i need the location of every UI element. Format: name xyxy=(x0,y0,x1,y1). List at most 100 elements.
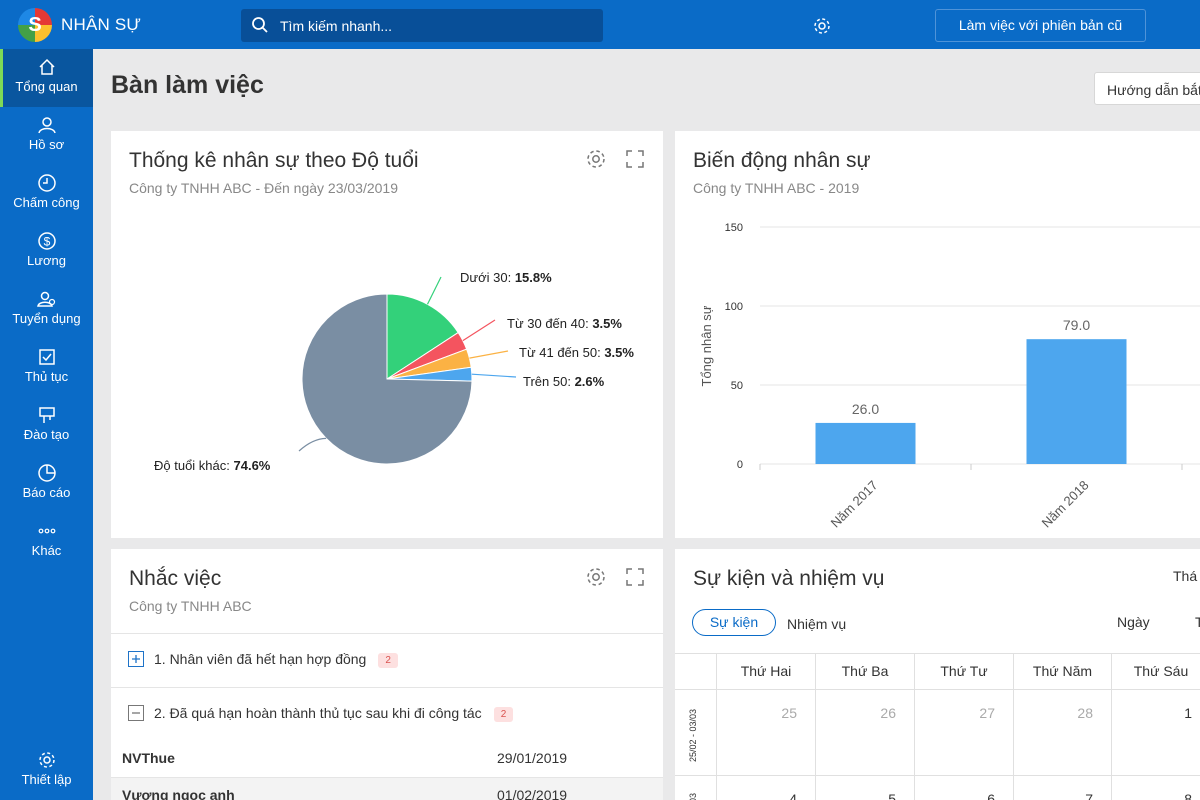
pie-slice xyxy=(386,293,459,380)
pie-label-30-40: Từ 30 đến 40: 3.5% xyxy=(507,316,622,331)
sidebar-item-label: Báo cáo xyxy=(22,485,71,500)
weekday-header: Thứ Tư xyxy=(914,653,1013,689)
grid-line xyxy=(815,689,816,800)
card-title: Sự kiện và nhiệm vụ xyxy=(693,567,885,590)
age-pie-chart xyxy=(298,276,517,465)
row-date: 01/02/2019 xyxy=(497,787,568,800)
sidebar-item-label: Lương xyxy=(27,253,66,268)
card-subtitle: Công ty TNHH ABC - Đến ngày 23/03/2019 xyxy=(129,180,399,196)
reminder-group-2[interactable]: 2. Đã quá hạn hoàn thành thủ tục sau khi… xyxy=(111,687,663,741)
gear-icon[interactable] xyxy=(812,16,832,36)
events-card: Sự kiện và nhiệm vụ Thá Sự kiện Nhiệm vụ… xyxy=(675,549,1200,800)
home-icon xyxy=(38,58,55,75)
calendar-day[interactable]: 8 xyxy=(1184,791,1192,800)
count-badge: 2 xyxy=(378,652,398,668)
sidebar-item-label: Chấm công xyxy=(13,195,80,210)
calendar-day[interactable]: 5 xyxy=(888,791,896,800)
user-icon xyxy=(37,117,56,134)
weekday-header: Thứ Hai xyxy=(716,653,815,689)
sidebar-item-profile[interactable]: Hồ sơ xyxy=(0,107,93,165)
gear-icon[interactable] xyxy=(585,566,607,588)
table-row[interactable]: NVThue 29/01/2019 xyxy=(111,741,663,777)
tab-tasks[interactable]: Nhiệm vụ xyxy=(787,616,847,632)
divider xyxy=(675,653,1200,654)
pie-leader-line xyxy=(426,276,442,305)
sidebar-item-label: Thủ tục xyxy=(24,369,69,384)
sidebar-item-timekeeping[interactable]: Chấm công xyxy=(0,165,93,223)
staff-bar-chart: 0 50 100 150 Tổng nhân sự 26.0 Năm 2017 79.0 Năm… xyxy=(699,222,1200,531)
card-subtitle: Công ty TNHH ABC - 2019 xyxy=(693,180,860,196)
sidebar-item-label: Tổng quan xyxy=(15,79,78,94)
x-tick-label: Năm 2017 xyxy=(828,478,881,531)
calendar-day[interactable]: 28 xyxy=(1077,705,1093,721)
expand-icon[interactable] xyxy=(128,651,144,667)
tab-events[interactable]: Sự kiện xyxy=(692,609,776,636)
calendar-day[interactable]: 1 xyxy=(1184,705,1192,721)
quick-search[interactable]: Tìm kiếm nhanh... xyxy=(241,9,830,42)
week-view-button[interactable]: T xyxy=(1195,614,1200,630)
sidebar-item-label: Đào tạo xyxy=(23,427,70,442)
sidebar-item-recruitment[interactable]: Tuyển dụng xyxy=(0,281,93,339)
training-icon xyxy=(38,407,55,423)
app-logo[interactable] xyxy=(18,8,52,42)
sidebar-item-overview[interactable]: Tổng quan xyxy=(0,49,93,107)
staff-movement-card: Biến động nhân sự Công ty TNHH ABC - 201… xyxy=(675,131,1200,538)
pie-leader-line xyxy=(469,350,509,359)
weekday-header: Thứ Sáu xyxy=(1111,653,1200,689)
calendar-day[interactable]: 25 xyxy=(781,705,797,721)
weekday-header: Thứ Ba xyxy=(815,653,914,689)
reminder-group-label: 1. Nhân viên đã hết hạn hợp đồng 2 xyxy=(154,651,398,668)
grid-line xyxy=(1111,689,1112,800)
pie-leader-line xyxy=(298,437,327,452)
clock-icon xyxy=(37,174,56,192)
pie-chart-icon xyxy=(37,464,56,482)
y-tick-label: 150 xyxy=(725,222,743,234)
grid-line xyxy=(716,689,717,800)
gear-icon[interactable] xyxy=(585,148,607,170)
page-title: Bàn làm việc xyxy=(111,71,264,99)
sidebar-item-salary[interactable]: $ Lương xyxy=(0,223,93,281)
sidebar-item-procedures[interactable]: Thủ tục xyxy=(0,339,93,397)
search-input[interactable]: Tìm kiếm nhanh... xyxy=(280,18,393,34)
sidebar-item-settings[interactable]: Thiết lập xyxy=(0,742,93,800)
y-tick-label: 50 xyxy=(731,380,743,392)
day-view-button[interactable]: Ngày xyxy=(1117,614,1150,630)
guide-button[interactable]: Hướng dẫn bắt đầu xyxy=(1094,72,1200,105)
pie-label-other: Độ tuổi khác: 74.6% xyxy=(154,458,271,473)
row-date: 29/01/2019 xyxy=(497,750,568,766)
table-row[interactable]: Vương ngọc anh 01/02/2019 xyxy=(111,777,663,800)
age-stats-card: Thống kê nhân sự theo Độ tuổi Công ty TN… xyxy=(111,131,663,538)
reminder-card: Nhắc việc Công ty TNHH ABC 1. Nhân viên … xyxy=(111,549,663,800)
app-name[interactable]: NHÂN SỰ xyxy=(61,15,142,34)
sidebar-item-reports[interactable]: Báo cáo xyxy=(0,455,93,513)
recruit-icon xyxy=(36,291,55,307)
weekday-header: Thứ Năm xyxy=(1013,653,1111,689)
x-tick-label: Năm 2018 xyxy=(1039,478,1092,531)
card-subtitle: Công ty TNHH ABC xyxy=(129,598,252,614)
card-title: Nhắc việc xyxy=(129,567,222,590)
calendar-day[interactable]: 26 xyxy=(880,705,896,721)
calendar-day[interactable]: 7 xyxy=(1085,791,1093,800)
calendar-day[interactable]: 4 xyxy=(789,791,797,800)
fullscreen-icon[interactable] xyxy=(624,148,646,170)
sidebar-item-training[interactable]: Đào tạo xyxy=(0,397,93,455)
reminder-group-1[interactable]: 1. Nhân viên đã hết hạn hợp đồng 2 xyxy=(111,633,663,687)
y-axis-label: Tổng nhân sự xyxy=(699,305,714,386)
calendar-day[interactable]: 6 xyxy=(987,791,995,800)
collapse-icon[interactable] xyxy=(128,705,144,721)
old-version-button[interactable]: Làm việc với phiên bản cũ xyxy=(935,9,1146,42)
bar-value-label: 79.0 xyxy=(1063,317,1090,333)
employee-name: Vương ngọc anh xyxy=(122,787,235,800)
sidebar: Tổng quan Hồ sơ Chấm công $ Lương Tuyển … xyxy=(0,49,93,800)
sidebar-item-other[interactable]: Khác xyxy=(0,513,93,571)
calendar-day[interactable]: 27 xyxy=(979,705,995,721)
card-title: Biến động nhân sự xyxy=(693,149,871,172)
week-range-label: 25/02 - 03/03 xyxy=(688,708,698,762)
pie-label-over50: Trên 50: 2.6% xyxy=(523,374,605,389)
month-view-button[interactable]: Thá xyxy=(1173,568,1198,584)
fullscreen-icon[interactable] xyxy=(624,566,646,588)
dollar-icon: $ xyxy=(37,232,56,250)
settings-icon xyxy=(38,752,55,768)
y-tick-label: 0 xyxy=(737,459,743,471)
pie-label-41-50: Từ 41 đến 50: 3.5% xyxy=(519,345,634,360)
